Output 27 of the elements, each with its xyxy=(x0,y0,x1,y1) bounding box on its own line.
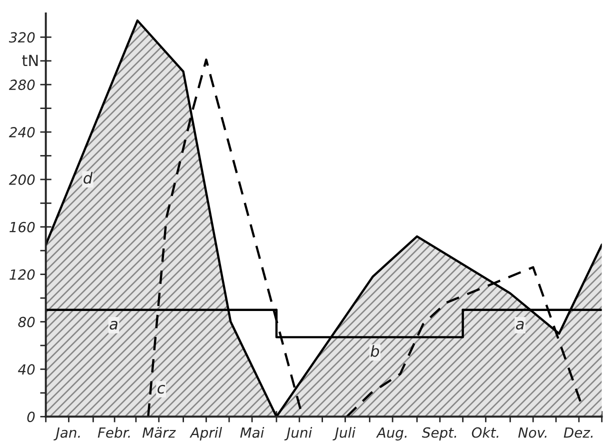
y-tick-label: 240 xyxy=(8,126,35,138)
x-tick-label: Dez. xyxy=(564,427,593,438)
x-tick-label: Jan. xyxy=(54,427,80,440)
x-tick-label: Aug. xyxy=(376,427,406,440)
annotation: d xyxy=(84,172,93,184)
y-tick-label: 160 xyxy=(10,222,35,232)
y-tick-label: 80 xyxy=(18,316,35,328)
x-tick-label: Juni xyxy=(284,427,312,440)
annotation: a xyxy=(516,320,524,330)
y-tick-label: 280 xyxy=(8,80,35,90)
y-tick-label: 200 xyxy=(8,174,35,185)
x-tick-label: Nov. xyxy=(518,427,546,438)
annotation: c xyxy=(158,384,166,394)
x-tick-label: April xyxy=(190,427,222,440)
y-tick-label: 320 xyxy=(8,32,35,43)
x-tick-label: Sept. xyxy=(422,427,456,440)
annotation: a xyxy=(110,320,118,330)
x-tick-label: Okt. xyxy=(472,427,498,438)
x-tick-label: Mai xyxy=(240,427,264,438)
x-tick-label: März xyxy=(142,427,176,438)
x-tick-label: Juli xyxy=(332,427,356,440)
y-axis-title: tN xyxy=(22,54,38,66)
y-tick-label: 40 xyxy=(18,364,35,375)
y-tick-label: 0 xyxy=(27,412,35,422)
y-tick-label: 120 xyxy=(10,269,35,280)
x-tick-label: Febr. xyxy=(98,427,130,438)
annotation: b xyxy=(370,345,380,357)
